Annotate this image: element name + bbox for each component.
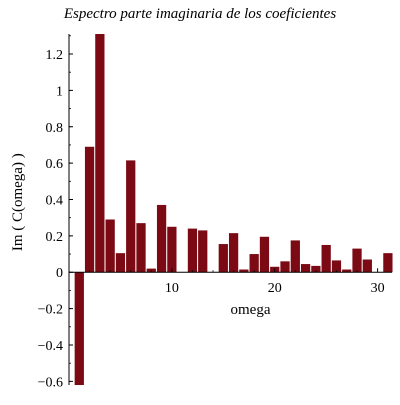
bar-26	[331, 260, 342, 273]
bar-7	[136, 223, 146, 273]
bar-18	[249, 254, 259, 273]
x-axis-label: omega	[231, 302, 271, 318]
bar-6	[126, 160, 136, 273]
y-tick-label: 0.6	[46, 157, 64, 172]
x-tick-label: 20	[268, 281, 282, 296]
x-tick-label: 30	[371, 281, 385, 296]
y-tick-label: 0	[56, 266, 63, 281]
bar-9	[156, 204, 167, 273]
bar-1	[74, 272, 84, 385]
bar-19	[259, 236, 270, 273]
y-tick-label: 0.4	[46, 193, 64, 208]
bar-5	[115, 253, 126, 273]
x-tick-label: 10	[165, 281, 179, 296]
bar-28	[352, 248, 362, 273]
bar-4	[105, 219, 115, 273]
bar-2	[84, 146, 95, 273]
axes-group	[68, 34, 392, 385]
bar-3	[95, 34, 105, 273]
y-tick-label: 0.2	[46, 230, 64, 245]
y-tick-label: −0.4	[38, 339, 63, 354]
bar-16	[228, 233, 239, 273]
y-axis-label: Im ( C(omega) )	[10, 153, 26, 251]
bar-21	[280, 261, 290, 273]
bar-12	[187, 228, 198, 273]
bar-27	[342, 269, 352, 273]
bar-23	[300, 264, 311, 273]
chart-title: Espectro parte imaginaria de los coefici…	[63, 6, 337, 22]
bar-17	[239, 269, 249, 273]
y-tick-label: −0.6	[38, 375, 63, 390]
bars-group	[74, 34, 393, 385]
bar-25	[321, 244, 331, 273]
y-tick-label: 0.8	[46, 121, 64, 136]
bar-10	[167, 226, 177, 273]
bar-22	[290, 240, 300, 273]
y-tick-label: −0.2	[38, 303, 63, 318]
bar-29	[362, 259, 372, 273]
bar-24	[311, 265, 321, 273]
y-tick-label: 1.2	[46, 48, 64, 63]
bar-31	[383, 253, 393, 273]
y-tick-label: 1	[56, 84, 63, 99]
bar-13	[198, 230, 208, 273]
ticks-group: −0.6 −0.4 −0.2 0 0.2 0.4 0.6 0.8 1 1.2 10 20 30	[38, 35, 385, 390]
bar-15	[218, 244, 228, 273]
